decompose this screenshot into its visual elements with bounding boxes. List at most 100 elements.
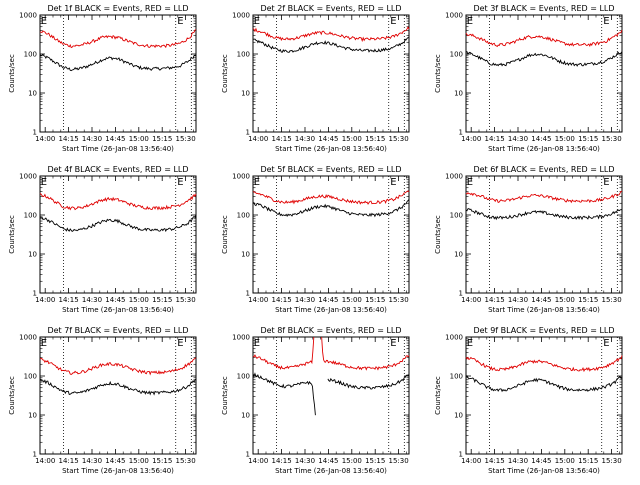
x-axis-label: Start Time (26-Jan-08 13:56:40) [488,467,600,475]
y-axis-label: Counts/sec [221,376,229,415]
y-tick-label: 1 [246,290,250,298]
event-marker-label: E [41,177,47,188]
x-tick-label: 14:15 [59,457,79,465]
series-line [39,357,197,376]
panel-det-7: Det 7f BLACK = Events, RED = LLD 1 10 100 10… [8,326,197,475]
x-tick-label: 14:30 [508,296,528,304]
x-tick-label: 15:30 [602,457,622,465]
series-line [39,29,197,49]
y-tick-label: 100 [237,51,250,59]
plot-frame [465,14,623,133]
x-tick-label: 14:45 [318,135,338,143]
series-line [327,374,410,390]
x-tick-label: 14:30 [82,457,102,465]
y-tick-label: 1 [246,129,250,137]
x-axis-label: Start Time (26-Jan-08 13:56:40) [62,306,174,314]
series-line [252,26,410,43]
event-marker-label: E [41,338,47,349]
y-tick-label: 1000 [232,173,250,181]
series-line [465,355,623,373]
y-tick-label: 100 [450,212,463,220]
y-tick-label: 100 [24,373,37,381]
y-tick-label: 1000 [19,334,37,342]
x-tick-label: 14:00 [248,457,268,465]
y-tick-label: 100 [237,373,250,381]
plot-frame [252,336,410,455]
y-axis-label: Counts/sec [8,54,16,93]
panel-title: Det 2f BLACK = Events, RED = LLD [260,4,401,13]
x-tick-label: 14:00 [461,135,481,143]
y-tick-label: 1000 [19,173,37,181]
x-tick-label: 15:15 [152,296,172,304]
x-tick-label: 15:00 [342,135,362,143]
panel-title: Det 5f BLACK = Events, RED = LLD [260,165,401,174]
x-tick-label: 14:45 [105,296,125,304]
x-tick-label: 14:45 [531,135,551,143]
x-tick-label: 14:30 [82,296,102,304]
x-tick-label: 14:15 [485,457,505,465]
x-tick-label: 15:15 [365,457,385,465]
y-tick-label: 10 [28,412,37,420]
y-tick-label: 10 [454,251,463,259]
y-tick-label: 1000 [232,12,250,20]
x-tick-label: 15:30 [602,296,622,304]
event-marker-label: E [41,16,47,27]
x-axis-label: Start Time (26-Jan-08 13:56:40) [488,145,600,153]
panel-title: Det 6f BLACK = Events, RED = LLD [473,165,614,174]
x-tick-label: 15:30 [389,296,409,304]
plot-frame [39,175,197,294]
panel-det-6: Det 6f BLACK = Events, RED = LLD 1 10 100 10… [434,165,623,314]
y-tick-label: 10 [454,412,463,420]
x-tick-label: 15:15 [578,135,598,143]
x-tick-label: 15:15 [365,296,385,304]
x-tick-label: 15:00 [342,457,362,465]
event-marker-label: E [603,177,609,188]
x-tick-label: 14:15 [272,135,292,143]
x-tick-label: 14:15 [485,296,505,304]
x-tick-label: 15:00 [555,457,575,465]
series-line [465,208,623,221]
event-marker-label: E [177,16,183,27]
event-marker-label: E [603,16,609,27]
event-marker-label: E [467,16,473,27]
panel-det-8: Det 8f BLACK = Events, RED = LLD 1 10 100 10… [221,326,410,475]
y-tick-label: 1 [459,290,463,298]
x-tick-label: 14:30 [508,135,528,143]
series-line [465,51,623,67]
y-tick-label: 1000 [445,12,463,20]
series-line [252,190,410,205]
x-tick-label: 14:00 [35,296,55,304]
x-tick-label: 14:45 [531,296,551,304]
x-tick-label: 15:00 [342,296,362,304]
event-marker-label: E [177,177,183,188]
plot-frame [465,336,623,455]
x-tick-label: 15:30 [389,135,409,143]
series-line [465,375,623,393]
y-tick-label: 10 [28,251,37,259]
y-tick-label: 1 [33,290,37,298]
x-tick-label: 14:30 [82,135,102,143]
y-tick-label: 1000 [445,173,463,181]
event-marker-label: E [390,16,396,27]
x-tick-label: 15:15 [152,457,172,465]
x-tick-label: 14:45 [105,135,125,143]
x-tick-label: 14:15 [485,135,505,143]
series-line [252,372,316,416]
y-tick-label: 1 [246,451,250,459]
x-axis-label: Start Time (26-Jan-08 13:56:40) [62,467,174,475]
event-marker-label: E [390,338,396,349]
plot-frame [465,175,623,294]
series-line [252,336,315,371]
x-axis-label: Start Time (26-Jan-08 13:56:40) [62,145,174,153]
y-tick-label: 10 [241,251,250,259]
y-tick-label: 1 [459,129,463,137]
x-axis-label: Start Time (26-Jan-08 13:56:40) [275,145,387,153]
x-axis-label: Start Time (26-Jan-08 13:56:40) [275,467,387,475]
x-tick-label: 15:00 [129,135,149,143]
panel-title: Det 4f BLACK = Events, RED = LLD [47,165,188,174]
event-marker-label: E [390,177,396,188]
plot-frame [252,175,410,294]
panel-title: Det 8f BLACK = Events, RED = LLD [260,326,401,335]
x-tick-label: 14:00 [35,457,55,465]
